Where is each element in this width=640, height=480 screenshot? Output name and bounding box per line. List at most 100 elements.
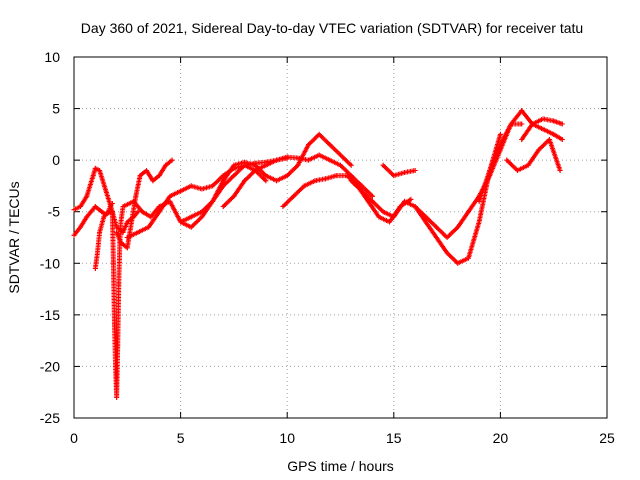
data-point	[150, 178, 156, 184]
data-point	[97, 167, 103, 173]
data-point	[327, 142, 333, 148]
data-point	[252, 167, 258, 173]
data-point	[344, 173, 350, 179]
data-point	[514, 167, 520, 173]
data-point	[101, 214, 107, 220]
data-point	[135, 229, 141, 235]
data-point	[77, 204, 83, 210]
data-point	[519, 108, 525, 114]
series-track-16	[519, 116, 565, 143]
data-point	[71, 207, 77, 213]
series-track-13	[412, 121, 525, 240]
data-point	[559, 121, 565, 127]
data-point	[131, 198, 137, 204]
data-point	[391, 214, 397, 220]
data-point	[105, 209, 111, 215]
data-point	[295, 155, 301, 161]
series-track-8	[178, 131, 354, 225]
data-point	[280, 204, 286, 210]
x-tick-label: 10	[279, 430, 295, 446]
x-tick-label: 15	[386, 430, 402, 446]
data-point	[169, 157, 175, 163]
data-point	[391, 173, 397, 179]
data-point	[210, 198, 216, 204]
data-point	[120, 229, 126, 235]
data-point	[199, 186, 205, 192]
data-point	[220, 204, 226, 210]
data-point	[525, 162, 531, 168]
data-point	[167, 198, 173, 204]
data-point	[359, 188, 365, 194]
x-tick-label: 25	[599, 430, 615, 446]
data-point	[231, 193, 237, 199]
data-point	[540, 126, 546, 132]
data-point	[433, 235, 439, 240]
y-tick-label: 10	[44, 49, 60, 65]
data-point	[118, 240, 124, 246]
data-point	[306, 142, 312, 148]
data-point	[487, 167, 493, 173]
data-point	[444, 250, 450, 256]
series-track-15	[504, 137, 563, 173]
series-track-5	[114, 157, 175, 251]
data-point	[540, 116, 546, 122]
data-point	[408, 196, 414, 202]
data-point	[188, 183, 194, 189]
data-point	[199, 209, 205, 215]
data-point	[139, 209, 145, 215]
data-point	[380, 162, 386, 168]
data-point	[369, 193, 375, 199]
series-track-9	[220, 152, 375, 210]
data-point	[129, 219, 135, 225]
data-point	[71, 232, 77, 238]
data-point	[423, 219, 429, 225]
series-track-12	[380, 162, 418, 179]
data-point	[423, 214, 429, 220]
data-point	[99, 209, 105, 215]
x-tick-label: 5	[177, 430, 185, 446]
data-point	[274, 157, 280, 163]
data-point	[84, 214, 90, 220]
data-point	[387, 219, 393, 225]
data-point	[110, 260, 116, 266]
data-point	[412, 204, 418, 210]
data-point	[242, 178, 248, 184]
data-point	[476, 198, 482, 204]
data-point	[376, 214, 382, 220]
data-point	[327, 157, 333, 163]
data-point	[90, 173, 96, 179]
data-point	[167, 193, 173, 199]
data-point	[348, 178, 354, 184]
data-point	[284, 173, 290, 179]
data-point	[94, 250, 100, 256]
data-point	[333, 173, 339, 179]
data-point	[316, 152, 322, 158]
data-point	[455, 224, 461, 230]
data-point	[559, 137, 565, 143]
data-point	[497, 142, 503, 148]
data-point	[306, 157, 312, 163]
data-point	[242, 159, 248, 165]
data-point	[120, 204, 126, 210]
data-point	[284, 154, 290, 160]
data-point	[536, 147, 542, 153]
y-axis-label: SDTVAR / TECUs	[6, 181, 22, 293]
y-tick-label: -25	[40, 410, 60, 426]
data-point	[114, 394, 120, 400]
y-tick-label: -10	[40, 255, 60, 271]
data-point	[508, 121, 514, 127]
data-point	[263, 162, 269, 168]
data-point	[359, 183, 365, 189]
data-point	[401, 198, 407, 204]
data-point	[124, 219, 130, 225]
data-point	[137, 173, 143, 179]
data-point	[84, 193, 90, 199]
data-point	[231, 162, 237, 168]
y-tick-label: 5	[52, 101, 60, 117]
data-point	[465, 209, 471, 215]
data-point	[156, 209, 162, 215]
data-point	[338, 162, 343, 168]
ticks: 0 5 10 15 20 25 -25 -20 -15 -10 -5 0 5 10	[40, 49, 615, 446]
data-point	[546, 137, 552, 143]
series-layer	[71, 108, 565, 400]
